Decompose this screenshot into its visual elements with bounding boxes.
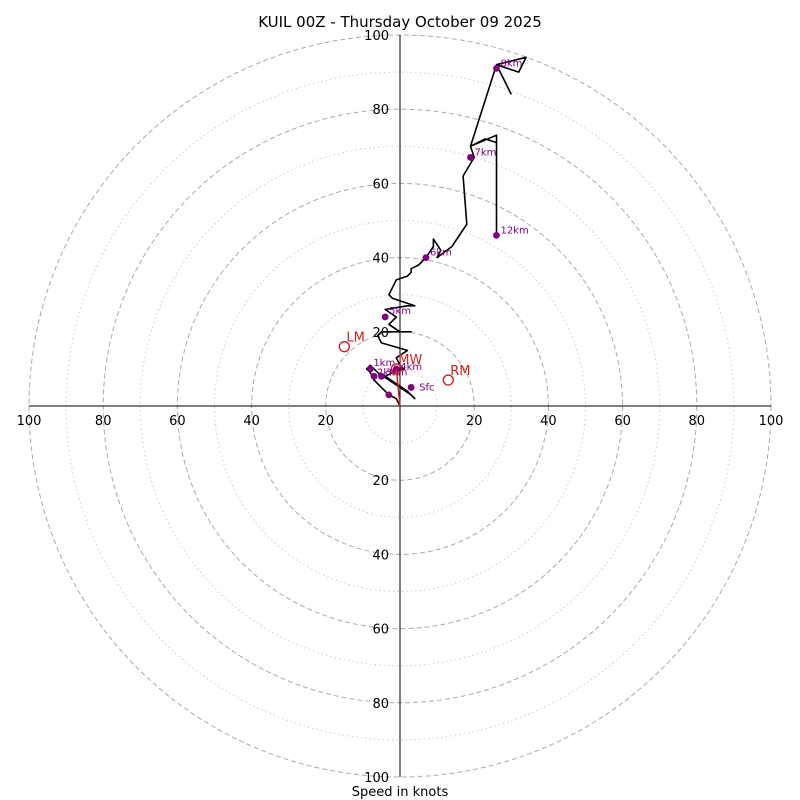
height-marker (366, 365, 374, 373)
y-tick-label: 60 (372, 177, 389, 192)
height-marker-label: 7km (474, 147, 496, 158)
y-tick-label: 100 (364, 771, 389, 786)
storm-motion-label: RM (450, 364, 470, 379)
storm-motion-marker (390, 363, 402, 375)
x-tick-label: 60 (169, 414, 186, 429)
y-tick-label: 40 (372, 252, 389, 267)
x-tick-label: 100 (759, 414, 784, 429)
height-marker-label: Sfc (419, 382, 434, 393)
height-marker-label: 8km (500, 58, 522, 69)
y-tick-label: 40 (372, 548, 389, 563)
x-tick-label: 100 (17, 414, 42, 429)
x-axis-label: Speed in knots (352, 785, 449, 800)
height-marker (378, 372, 385, 380)
height-marker-label: 2km (377, 367, 399, 378)
mean-wind-vector (395, 368, 401, 407)
height-marker (407, 384, 415, 391)
storm-motion-marker (338, 340, 351, 353)
storm-motion-label: LM (346, 331, 364, 346)
height-marker (381, 313, 389, 321)
height-marker (385, 391, 393, 399)
x-tick-label: 40 (540, 414, 557, 429)
storm-motion-markers: LM MW RM (338, 331, 470, 407)
height-marker-label: 5km (389, 306, 411, 317)
height-marker (493, 231, 500, 239)
height-markers: Sfc1km2km3km4km5km6km7km8km12km (366, 58, 529, 399)
x-tick-label: 20 (466, 414, 483, 429)
y-tick-label: 80 (372, 697, 389, 712)
x-tick-label: 80 (95, 414, 112, 429)
x-tick-label: 80 (689, 414, 706, 429)
x-tick-label: 40 (243, 414, 260, 429)
height-marker-label: 6km (430, 248, 452, 259)
height-marker-label: 12km (500, 225, 528, 236)
height-marker (493, 64, 500, 72)
y-tick-label: 60 (372, 623, 389, 638)
wind-trace (365, 56, 527, 407)
height-marker (370, 372, 378, 380)
x-tick-label: 20 (318, 414, 335, 429)
y-tick-label: 80 (372, 103, 389, 118)
height-marker-label: 1km (373, 358, 395, 369)
x-tick-label: 60 (614, 414, 631, 429)
storm-motion-label: MW (398, 353, 422, 368)
height-marker-label: 4km (400, 362, 422, 373)
height-marker (467, 154, 474, 161)
storm-motion-marker (442, 374, 454, 386)
y-tick-label: 20 (372, 474, 389, 489)
height-marker (422, 254, 430, 261)
chart-title: KUIL 00Z - Thursday October 09 2025 (258, 13, 542, 31)
y-tick-label: 100 (364, 29, 389, 44)
wind-trace-line (365, 56, 527, 407)
